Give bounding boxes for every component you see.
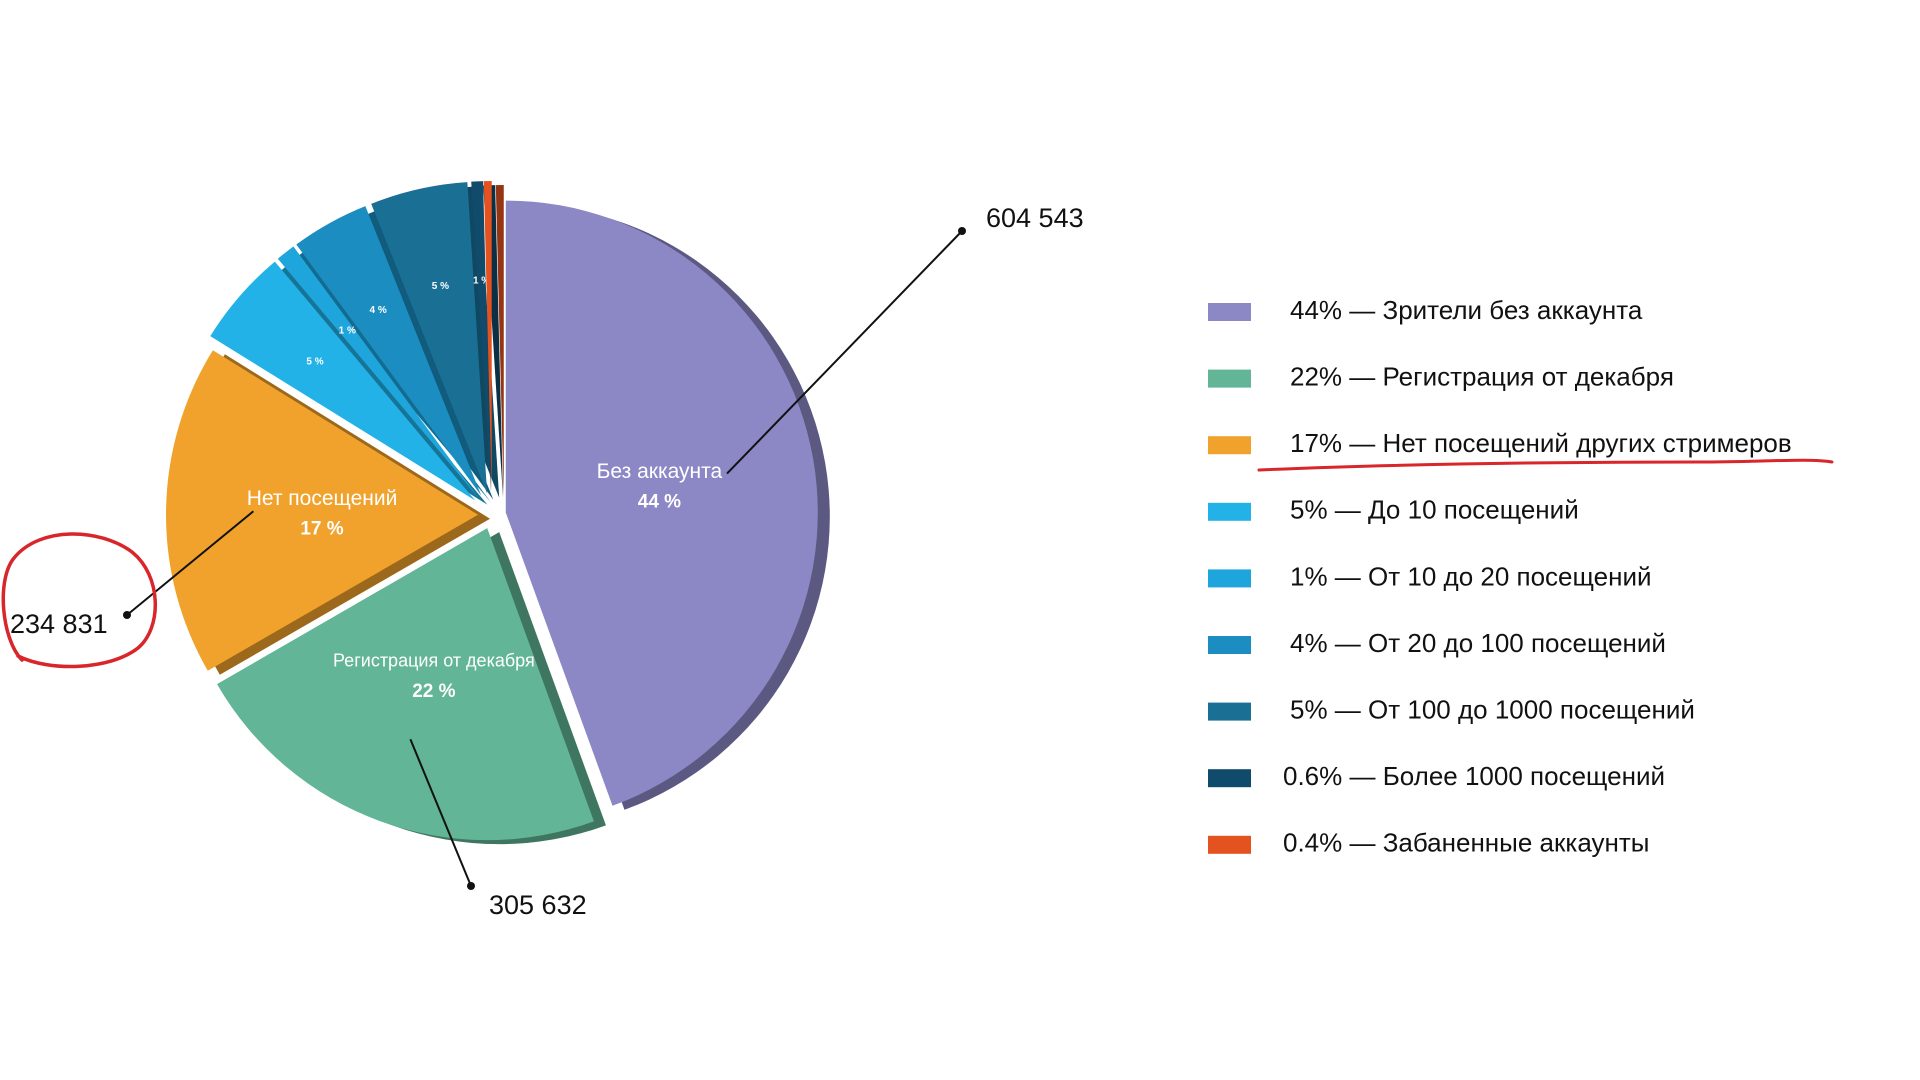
- slice-value-label: 5 %: [306, 356, 323, 367]
- callout-label: 234 831: [10, 609, 108, 639]
- slice-value-label: 44 %: [638, 491, 681, 512]
- slice-side: [495, 185, 504, 498]
- legend-swatch: [1208, 369, 1251, 388]
- legend-label: 4% — От 20 до 100 посещений: [1290, 628, 1666, 658]
- slice-value-label: 22 %: [412, 681, 455, 702]
- hand-circle: [1, 532, 157, 669]
- slice-name: Нет посещений: [247, 487, 398, 510]
- callout-dot: [123, 611, 131, 619]
- legend-label: 17% — Нет посещений других стримеров: [1290, 428, 1792, 458]
- legend-label: 1% — От 10 до 20 посещений: [1290, 561, 1652, 591]
- legend-swatch: [1208, 769, 1251, 788]
- slice: [471, 181, 492, 494]
- callout-dot: [467, 882, 475, 890]
- legend-swatch: [1208, 636, 1251, 654]
- legend-swatch: [1208, 303, 1251, 321]
- slice-value-label: 5 %: [432, 281, 449, 292]
- legend-label: 5% — До 10 посещений: [1290, 495, 1579, 525]
- slice: [483, 181, 492, 494]
- slice-value-label: 1 %: [473, 276, 490, 287]
- legend-label: 22% — Регистрация от декабря: [1290, 361, 1674, 391]
- legend-swatch: [1208, 436, 1251, 455]
- callout-line: [126, 510, 255, 616]
- callout-dot: [958, 227, 966, 235]
- legend-label: 0.6% — Более 1000 посещений: [1283, 761, 1665, 791]
- legend: 44% — Зрители без аккаунта 22% — Регистра…: [1208, 295, 1792, 858]
- slice: [505, 200, 818, 806]
- callout-label: 604 543: [986, 203, 1084, 233]
- slice: [277, 246, 479, 498]
- legend-swatch: [1208, 569, 1251, 588]
- legend-label: 0.4% — Забаненные аккаунты: [1283, 828, 1649, 858]
- slice-value-label: 17 %: [300, 518, 343, 539]
- slice: [166, 350, 479, 671]
- callout-label: 305 632: [489, 890, 587, 920]
- slice: [217, 528, 594, 841]
- pie: Без аккаунта 44 % 604 543 Регистрация от де…: [10, 181, 1084, 920]
- legend-label: 5% — От 100 до 1000 посещений: [1290, 694, 1695, 724]
- hand-underline: [1257, 458, 1834, 472]
- slice: [210, 261, 476, 501]
- slice-name: Без аккаунта: [597, 460, 723, 483]
- callout-line: [409, 738, 472, 887]
- slice-name: Регистрация от декабря: [333, 650, 535, 670]
- slice-value-label: 4 %: [370, 305, 387, 316]
- slice: [296, 206, 482, 496]
- legend-swatch: [1208, 502, 1251, 521]
- slice-value-label: 1 %: [339, 326, 356, 337]
- slice: [371, 182, 488, 494]
- legend-label: 44% — Зрители без аккаунта: [1290, 295, 1643, 325]
- legend-swatch: [1208, 835, 1251, 854]
- legend-swatch: [1208, 702, 1251, 721]
- slice-side-shade: [495, 185, 504, 498]
- callout-line: [726, 230, 963, 475]
